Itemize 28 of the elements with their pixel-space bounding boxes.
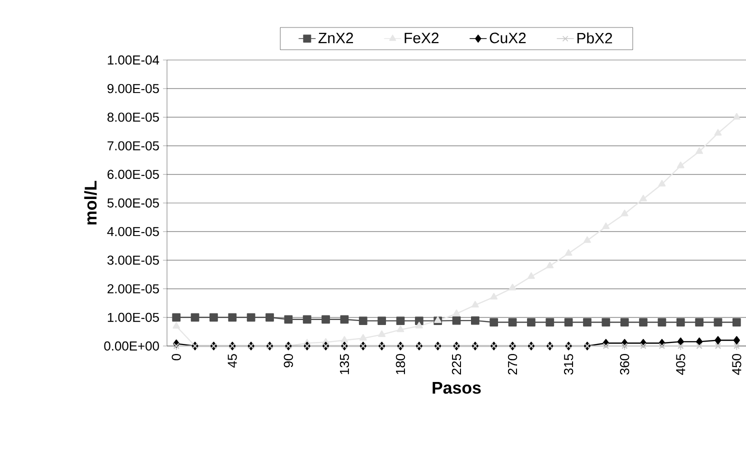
x-tick-label: 405 [676, 354, 686, 375]
x-tick-label: 270 [508, 354, 518, 374]
x-tick-label: 90 [284, 354, 293, 368]
y-tick-label: 1.00E-05 [108, 312, 159, 322]
x-tick-label: 0 [172, 354, 181, 360]
x-tick-label: 225 [452, 354, 462, 374]
y-tick-label: 1.00E-04 [108, 55, 160, 65]
legend-label: PbX2 [577, 32, 612, 44]
y-tick-label: 2.00E-05 [108, 284, 159, 294]
y-tick-label: 9.00E-05 [108, 84, 159, 94]
legend-label: FeX2 [404, 32, 439, 44]
x-tick-label: 315 [564, 354, 574, 375]
x-tick-label: 180 [396, 354, 406, 374]
x-tick-label: 135 [340, 354, 350, 374]
y-tick-label: 4.00E-05 [107, 227, 159, 236]
x-tick-label: 45 [228, 354, 237, 368]
x-tick-label: 360 [620, 354, 630, 375]
legend-label: ZnX2 [318, 32, 354, 44]
y-tick-label: 0.00E+00 [104, 341, 159, 351]
x-tick-label: 450 [732, 354, 742, 375]
y-tick-label: 7.00E-05 [108, 141, 159, 150]
y-tick-label: 6.00E-05 [108, 170, 159, 179]
x-axis-title: Pasos [432, 382, 481, 394]
y-axis-title: mol/L [84, 180, 97, 224]
y-tick-label: 5.00E-05 [107, 198, 159, 208]
legend-label: CuX2 [490, 32, 526, 44]
y-tick-label: 8.00E-05 [107, 112, 159, 122]
y-tick-label: 3.00E-05 [107, 256, 159, 265]
